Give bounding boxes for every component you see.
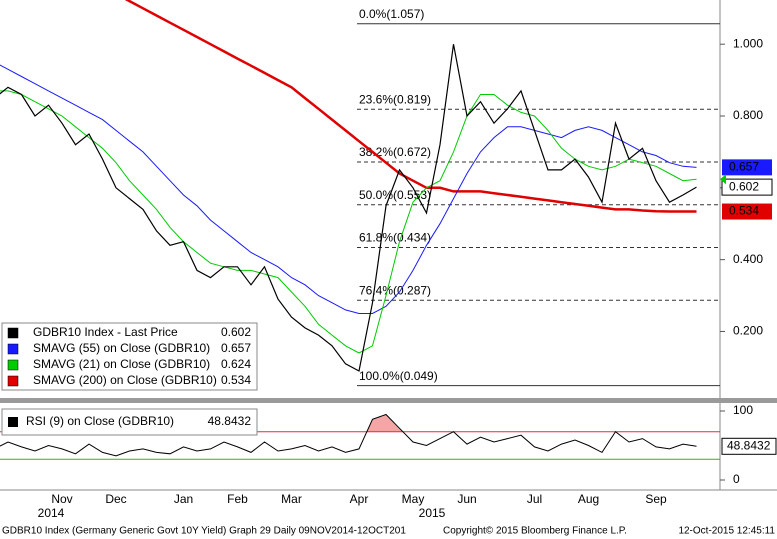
- last-value-tag: [721, 437, 777, 455]
- last-value-label: 0.657: [729, 160, 759, 174]
- last-value-label: 48.8432: [727, 438, 771, 452]
- legend-swatch: [7, 327, 19, 339]
- x-tick-label: Jan: [174, 492, 193, 506]
- overlay: 0.2000.4000.6000.8001.000NovDecJanFebMar…: [1, 36, 777, 506]
- x-tick-label: Jun: [457, 492, 476, 506]
- panel-separator: [0, 398, 777, 403]
- legend-label: SMAVG (200) on Close (GDBR10): [33, 373, 217, 387]
- legend-swatch: [8, 417, 18, 427]
- fib-label: 50.0%(0.553): [359, 188, 431, 202]
- y-tick-label: 0.400: [733, 252, 763, 266]
- x-tick-label: Mar: [281, 492, 302, 506]
- fib-label: 76.4%(0.287): [359, 283, 431, 297]
- fib-label: 100.0%(0.049): [359, 369, 438, 383]
- year-label: 2014: [38, 506, 65, 520]
- legend-label: GDBR10 Index - Last Price: [33, 325, 178, 339]
- y-tick-label: 0.800: [733, 108, 763, 122]
- last-value-label: 0.602: [729, 179, 759, 193]
- x-tick-label: May: [402, 492, 425, 506]
- legend-swatch: [7, 343, 19, 355]
- footer-center: Copyright© 2015 Bloomberg Finance L.P.: [443, 526, 627, 537]
- fib-label: 61.8%(0.434): [359, 231, 431, 245]
- moving-average: [124, 0, 697, 213]
- fib-label: 38.2%(0.672): [359, 145, 431, 159]
- x-tick-label: Feb: [227, 492, 248, 506]
- main-plot: 0.0%(1.057) 23.6%(0.819) 38.2%(0.672) 50.0%…: [0, 0, 720, 387]
- legend-value: 48.8432: [208, 414, 252, 428]
- x-tick-label: Dec: [105, 492, 126, 506]
- last-value-tag: [722, 159, 772, 176]
- legend-swatch: [7, 375, 19, 387]
- legend-box: [1, 408, 258, 436]
- x-tick-label: Jul: [527, 492, 542, 506]
- fib-label: 23.6%(0.819): [359, 92, 431, 106]
- x-tick-label: Aug: [578, 492, 599, 506]
- legend-value: 0.624: [221, 357, 251, 371]
- y-tick-label: 1.000: [733, 36, 763, 50]
- footer-left: GDBR10 Index (Germany Generic Govt 10Y Y…: [2, 526, 406, 537]
- x-tick-label: Sep: [645, 492, 667, 506]
- y-tick-label: 100: [733, 403, 753, 417]
- last-value-marker: [720, 174, 726, 185]
- legend-value: 0.602: [221, 325, 251, 339]
- x-tick-label: Apr: [350, 492, 369, 506]
- year-label: 2015: [419, 506, 446, 520]
- price-line: [0, 44, 697, 372]
- legend-swatch: [7, 359, 19, 371]
- legend-label: SMAVG (55) on Close (GDBR10): [33, 341, 210, 355]
- legend-value: 0.657: [221, 341, 251, 355]
- legend-label: SMAVG (21) on Close (GDBR10): [33, 357, 210, 371]
- moving-average: [0, 90, 697, 354]
- y-tick-label: 0.200: [733, 324, 763, 338]
- legend-box: [1, 322, 258, 391]
- legend-label: RSI (9) on Close (GDBR10): [26, 414, 174, 428]
- last-value-label: 0.534: [729, 204, 759, 218]
- legend-value: 0.534: [221, 373, 251, 387]
- y-tick-label: 0: [733, 472, 740, 486]
- rsi-line: [0, 413, 697, 457]
- moving-average: [0, 64, 697, 314]
- last-value-tag: [722, 203, 772, 220]
- footer-right: 12-Oct-2015 12:45:11: [678, 526, 775, 537]
- x-tick-label: Nov: [51, 492, 72, 506]
- last-value-tag: [721, 178, 773, 196]
- fib-label: 0.0%(1.057): [359, 7, 424, 21]
